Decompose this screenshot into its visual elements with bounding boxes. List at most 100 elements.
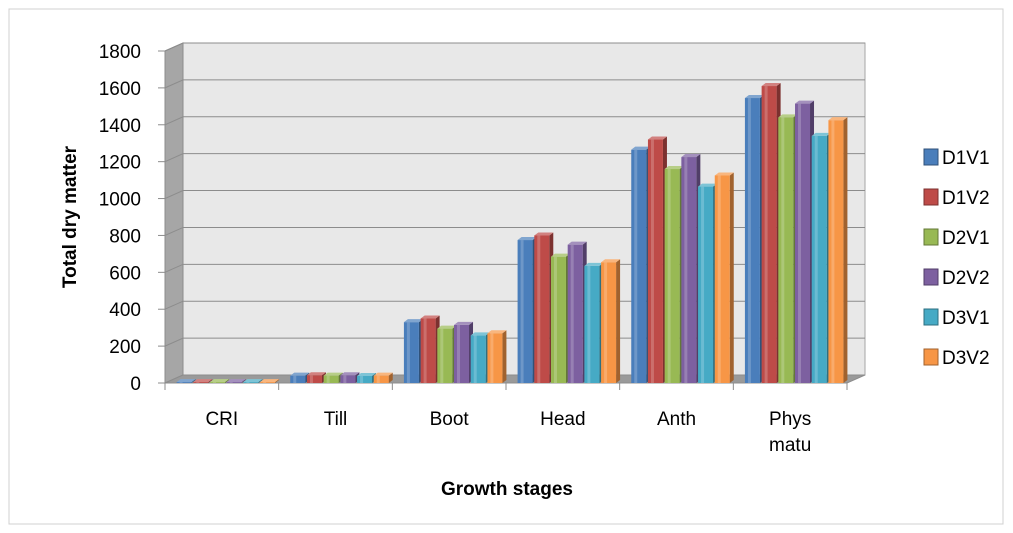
bar — [260, 379, 280, 383]
bar-front — [601, 262, 617, 383]
bar-top — [420, 315, 440, 319]
bar — [811, 132, 831, 383]
bar-top — [176, 379, 196, 383]
bar-front — [681, 157, 697, 383]
bar — [290, 372, 310, 383]
bar-highlight — [229, 382, 233, 383]
bar-highlight — [343, 375, 347, 383]
bar-side — [275, 379, 280, 383]
x-tick-label: Phys — [769, 409, 811, 430]
bar — [357, 372, 377, 383]
bar — [778, 114, 798, 384]
bar-top — [698, 183, 718, 187]
x-tick-label: Anth — [657, 409, 696, 430]
bar-top — [584, 262, 604, 266]
bar-top — [193, 379, 213, 383]
bar-front — [340, 375, 356, 383]
bar-front — [795, 103, 811, 384]
bar — [698, 183, 718, 383]
bar — [664, 166, 684, 383]
bar-front — [403, 322, 419, 383]
bar-front — [811, 135, 827, 383]
bar-highlight — [667, 169, 671, 383]
gridline — [164, 42, 865, 52]
bar-top — [631, 146, 651, 150]
bar — [714, 172, 734, 383]
bar-highlight — [717, 175, 721, 383]
legend-label: D1V1 — [942, 148, 990, 169]
bars — [176, 83, 848, 384]
legend-label: D1V2 — [942, 188, 990, 209]
x-axis-title: Growth stages — [441, 479, 573, 500]
bar-front — [761, 86, 777, 384]
bar-highlight — [326, 375, 330, 383]
bar — [373, 372, 393, 383]
bar-highlight — [490, 333, 494, 383]
bar-side — [258, 379, 263, 383]
bar-highlight — [650, 139, 654, 383]
bar — [340, 372, 360, 383]
legend-item: D2V1 — [923, 228, 990, 249]
bar-top — [454, 321, 474, 325]
y-tick-label: 400 — [109, 300, 141, 321]
bar-highlight — [701, 186, 705, 383]
bar-front — [454, 324, 470, 383]
bar-front — [193, 382, 209, 383]
legend-label: D3V2 — [942, 348, 990, 369]
y-tick-label: 600 — [109, 263, 141, 284]
bar — [761, 83, 781, 384]
bar-front — [664, 169, 680, 383]
bar-front — [584, 265, 600, 383]
legend-item: D2V2 — [923, 268, 990, 289]
legend-swatch — [923, 228, 939, 246]
bar-front — [647, 139, 663, 383]
bar-front — [226, 382, 242, 383]
bar-side — [616, 259, 621, 383]
bar-highlight — [684, 157, 688, 383]
bar-top — [306, 372, 326, 376]
bar-top — [323, 372, 343, 376]
bar-highlight — [406, 322, 410, 383]
bar — [193, 379, 213, 383]
bar-front — [550, 256, 566, 383]
bar-top — [761, 83, 781, 87]
bar-top — [373, 372, 393, 376]
x-tick-label: Boot — [430, 409, 470, 430]
bar-front — [487, 333, 503, 383]
bar-highlight — [473, 335, 477, 383]
bar-front — [357, 375, 373, 383]
legend-item: D1V1 — [923, 148, 990, 169]
bar-front — [323, 375, 339, 383]
bar — [601, 259, 621, 383]
legend-item: D3V1 — [923, 308, 990, 329]
bar-top — [340, 372, 360, 376]
bar-front — [744, 98, 760, 384]
gridline — [164, 116, 865, 126]
bar — [403, 319, 423, 383]
bar-top — [470, 332, 490, 336]
bar-highlight — [587, 265, 591, 383]
bar — [437, 325, 457, 383]
bar-side — [224, 379, 229, 383]
bar-top — [647, 136, 667, 140]
bar-front — [631, 149, 647, 383]
bar-top — [226, 379, 246, 383]
bar — [209, 379, 229, 383]
bar-highlight — [212, 382, 216, 383]
bar — [454, 321, 474, 383]
bar-top — [517, 237, 537, 241]
bar — [828, 117, 848, 384]
bar-highlight — [423, 318, 427, 383]
y-axis-title: Total dry matter — [60, 145, 81, 288]
plot-side-wall — [164, 42, 184, 384]
bar — [744, 95, 764, 384]
bar-side — [729, 172, 734, 383]
legend-label: D2V1 — [942, 228, 990, 249]
bar — [795, 100, 815, 384]
x-tick-labels: CRI Till Boot Head Anth Phys matu — [205, 409, 811, 456]
bar-top — [601, 259, 621, 263]
bar-front — [290, 375, 306, 383]
legend-swatch — [923, 268, 939, 286]
y-tick-label: 1000 — [99, 190, 141, 211]
